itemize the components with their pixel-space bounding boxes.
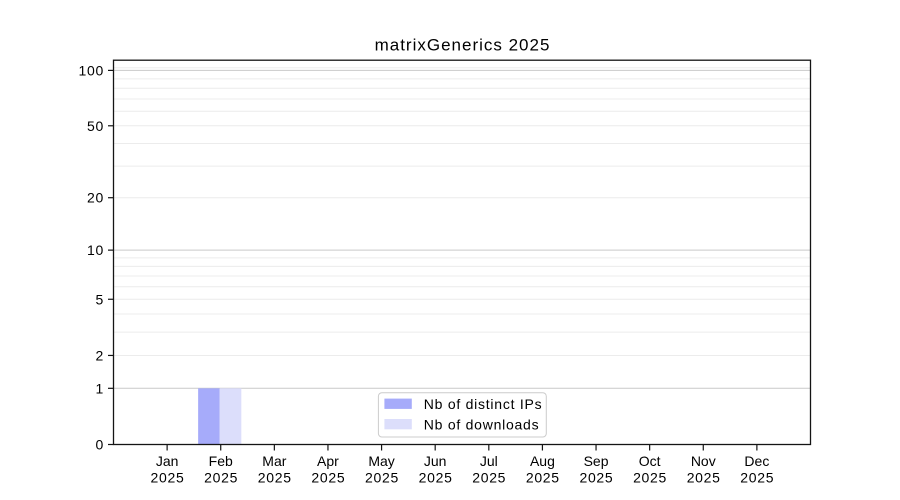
svg-text:100: 100 [79,62,104,78]
svg-text:1: 1 [96,380,105,396]
svg-text:Dec: Dec [744,453,769,469]
svg-text:2025: 2025 [633,469,667,485]
svg-text:May: May [368,453,394,469]
svg-text:Oct: Oct [639,453,661,469]
svg-text:2025: 2025 [258,469,292,485]
svg-text:2025: 2025 [740,469,774,485]
svg-text:2025: 2025 [526,469,560,485]
svg-text:0: 0 [96,437,105,453]
svg-text:10: 10 [87,242,104,258]
svg-text:2025: 2025 [419,469,453,485]
svg-text:Feb: Feb [209,453,233,469]
svg-text:Jul: Jul [480,453,498,469]
svg-text:Apr: Apr [317,453,339,469]
svg-text:50: 50 [87,118,104,134]
svg-text:Nov: Nov [691,453,716,469]
svg-text:5: 5 [96,291,105,307]
svg-text:2025: 2025 [579,469,613,485]
svg-text:Sep: Sep [584,453,609,469]
svg-text:2025: 2025 [472,469,506,485]
svg-text:2025: 2025 [365,469,399,485]
svg-text:2025: 2025 [204,469,238,485]
svg-text:2025: 2025 [687,469,721,485]
svg-text:Nb of distinct IPs: Nb of distinct IPs [424,396,543,412]
svg-text:2025: 2025 [151,469,185,485]
svg-text:Jan: Jan [156,453,179,469]
svg-text:Aug: Aug [530,453,555,469]
svg-text:2025: 2025 [311,469,345,485]
svg-text:matrixGenerics 2025: matrixGenerics 2025 [375,35,551,54]
svg-text:2: 2 [96,347,105,363]
svg-text:Nb of downloads: Nb of downloads [424,417,540,433]
svg-text:20: 20 [87,190,104,206]
svg-text:Jun: Jun [424,453,447,469]
svg-text:Mar: Mar [262,453,286,469]
